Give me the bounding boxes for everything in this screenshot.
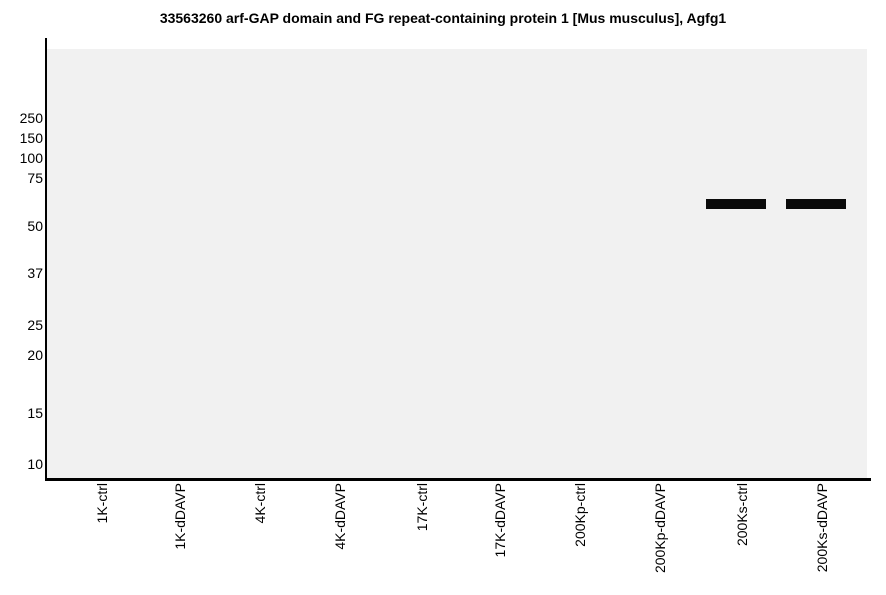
lane-label-text: 1K-dDAVP (172, 483, 188, 550)
y-tick-label-25: 25 (27, 317, 43, 333)
chart-title: 33563260 arf-GAP domain and FG repeat-co… (159, 10, 727, 26)
y-tick-label-75: 75 (27, 170, 43, 186)
lane-label-text: 4K-dDAVP (332, 483, 348, 550)
protein-band-200Ks-dDAVP (786, 199, 846, 209)
lane-label-text: 1K-ctrl (94, 483, 110, 524)
lane-label-text: 4K-ctrl (252, 483, 268, 524)
y-tick-label-100: 100 (19, 150, 43, 166)
y-axis-line (45, 38, 47, 481)
plot-area (47, 49, 867, 479)
x-axis-line (45, 478, 871, 481)
protein-band-200Ks-ctrl (706, 199, 766, 209)
y-tick-label-250: 250 (19, 110, 43, 126)
y-tick-label-15: 15 (27, 405, 43, 421)
lane-label-text: 200Kp-dDAVP (652, 483, 668, 574)
lane-label-text: 200Kp-ctrl (572, 483, 588, 547)
lane-label-text: 200Ks-ctrl (734, 483, 750, 547)
y-tick-label-20: 20 (27, 347, 43, 363)
lane-label-text: 17K-ctrl (414, 483, 430, 532)
y-tick-label-150: 150 (19, 130, 43, 146)
lane-label-text: 200Ks-dDAVP (814, 483, 830, 573)
y-tick-label-10: 10 (27, 456, 43, 472)
y-tick-label-50: 50 (27, 218, 43, 234)
lane-label-text: 17K-dDAVP (492, 483, 508, 558)
y-tick-label-37: 37 (27, 265, 43, 281)
